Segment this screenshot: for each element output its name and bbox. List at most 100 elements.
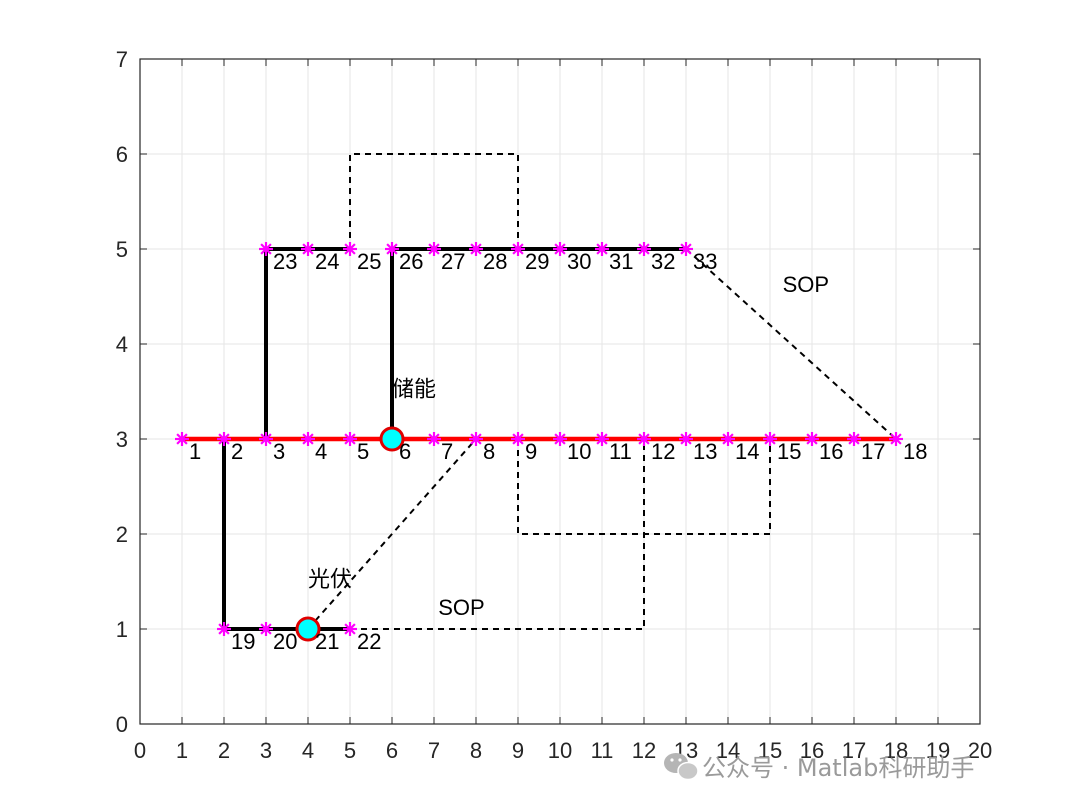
node-label: 7: [441, 439, 453, 464]
node-marker: [763, 432, 777, 446]
node-label: 3: [273, 439, 285, 464]
node-label: 25: [357, 249, 381, 274]
node-marker: [889, 432, 903, 446]
node-marker: [679, 242, 693, 256]
node-marker: [595, 432, 609, 446]
wechat-icon: [664, 753, 699, 781]
node-label: 19: [231, 629, 255, 654]
node-label: 29: [525, 249, 549, 274]
tie-line: [349, 153, 519, 249]
node-marker: [301, 432, 315, 446]
device-markers: [295, 426, 405, 642]
y-tick-label: 5: [116, 237, 128, 262]
node-label: 20: [273, 629, 297, 654]
node-marker: [595, 242, 609, 256]
node-label: 21: [315, 629, 339, 654]
node-marker: [217, 432, 231, 446]
x-tick-label: 15: [758, 738, 782, 763]
device-marker: [295, 616, 321, 642]
node-marker: [637, 242, 651, 256]
x-tick-label: 6: [386, 738, 398, 763]
node-marker: [721, 432, 735, 446]
x-tick-label: 11: [591, 738, 614, 763]
node-label: 12: [651, 439, 675, 464]
x-tick-label: 12: [632, 738, 656, 763]
node-label: 18: [903, 439, 927, 464]
y-tick-label: 4: [116, 332, 128, 357]
node-marker: [343, 242, 357, 256]
node-label: 24: [315, 249, 339, 274]
node-label: 11: [609, 439, 632, 464]
node-marker: [343, 432, 357, 446]
x-tick-label: 20: [968, 738, 992, 763]
node-label: 30: [567, 249, 591, 274]
node-label: 26: [399, 249, 423, 274]
node-marker: [259, 242, 273, 256]
tie-line: [685, 248, 897, 440]
node-label: 32: [651, 249, 675, 274]
x-tick-label: 2: [218, 738, 230, 763]
x-tick-label: 10: [548, 738, 572, 763]
node-marker: [511, 242, 525, 256]
y-tick-label: 0: [116, 712, 128, 737]
y-tick-label: 3: [116, 427, 128, 452]
node-marker: [511, 432, 525, 446]
x-tick-label: 8: [470, 738, 482, 763]
watermark: 公众号 · Matlab科研助手: [664, 753, 974, 782]
node-marker: [427, 242, 441, 256]
x-tick-label: 4: [302, 738, 314, 763]
sop-label: SOP: [783, 272, 829, 297]
node-marker: [637, 432, 651, 446]
x-tick-label: 1: [176, 738, 188, 763]
node-label: 5: [357, 439, 369, 464]
watermark-text: 公众号 · Matlab科研助手: [702, 754, 974, 782]
y-tick-label: 6: [116, 142, 128, 167]
node-label: 10: [567, 439, 591, 464]
node-label: 8: [483, 439, 495, 464]
node-marker: [175, 432, 189, 446]
node-label: 28: [483, 249, 507, 274]
sop-label: SOP: [438, 595, 484, 620]
node-marker: [385, 242, 399, 256]
node-label: 4: [315, 439, 327, 464]
node-label: 23: [273, 249, 297, 274]
node-label: 22: [357, 629, 381, 654]
node-label: 16: [819, 439, 843, 464]
node-marker: [301, 242, 315, 256]
node-label: 1: [189, 439, 201, 464]
tie-line: [350, 439, 645, 630]
node-label: 2: [231, 439, 243, 464]
node-label: 9: [525, 439, 537, 464]
node-markers: [175, 242, 903, 636]
device-label: 储能: [392, 377, 436, 402]
node-label: 15: [777, 439, 801, 464]
y-tick-label: 1: [116, 617, 128, 642]
tie-line: [307, 438, 477, 630]
node-marker: [343, 622, 357, 636]
node-marker: [259, 622, 273, 636]
node-label: 33: [693, 249, 717, 274]
x-tick-label: 3: [260, 738, 272, 763]
node-label: 31: [609, 249, 633, 274]
node-marker: [553, 242, 567, 256]
node-marker: [259, 432, 273, 446]
x-tick-label: 18: [884, 738, 908, 763]
node-marker: [805, 432, 819, 446]
x-tick-label: 7: [428, 738, 440, 763]
x-tick-label: 19: [926, 738, 950, 763]
node-marker: [553, 432, 567, 446]
node-marker: [469, 242, 483, 256]
x-tick-label: 0: [134, 738, 146, 763]
device-label: 光伏: [308, 567, 352, 592]
node-label: 27: [441, 249, 465, 274]
y-tick-label: 2: [116, 522, 128, 547]
node-marker: [217, 622, 231, 636]
x-tick-label: 16: [800, 738, 824, 763]
node-marker: [847, 432, 861, 446]
node-label: 17: [861, 439, 885, 464]
node-marker: [469, 432, 483, 446]
x-tick-label: 14: [716, 738, 740, 763]
